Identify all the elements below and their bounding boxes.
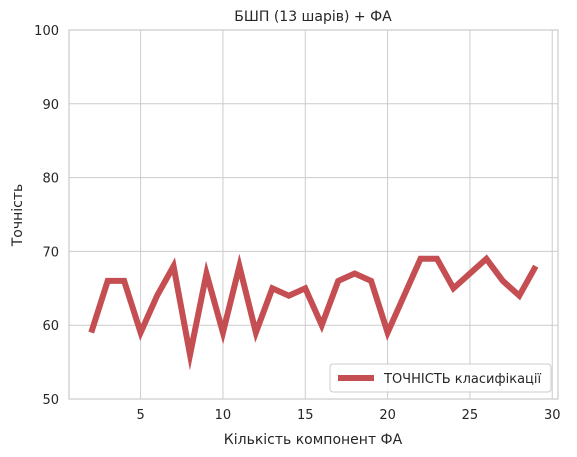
series-line <box>88 253 539 371</box>
x-tick-labels: 5 10 15 20 25 30 <box>136 408 560 423</box>
data-series <box>88 253 539 371</box>
chart-title: БШП (13 шарів) + ФА <box>234 9 392 25</box>
x-tick-label: 15 <box>297 408 314 423</box>
y-tick-label: 90 <box>42 98 59 113</box>
y-tick-labels: 50 60 70 80 90 100 <box>34 24 59 408</box>
x-tick-label: 30 <box>544 408 561 423</box>
legend: ТОЧНІСТЬ класифікації <box>329 363 552 393</box>
legend-box <box>329 363 552 393</box>
y-tick-label: 50 <box>42 393 59 408</box>
y-tick-label: 100 <box>34 24 59 39</box>
x-tick-label: 5 <box>136 408 144 423</box>
legend-label: ТОЧНІСТЬ класифікації <box>383 372 541 387</box>
y-tick-label: 60 <box>42 319 59 334</box>
plot-frame <box>68 29 559 400</box>
x-tick-label: 20 <box>379 408 396 423</box>
y-tick-label: 70 <box>42 245 59 260</box>
y-tick-label: 80 <box>42 172 59 187</box>
y-axis-label: Точність <box>10 184 26 248</box>
x-tick-label: 25 <box>462 408 479 423</box>
x-tick-label: 10 <box>215 408 232 423</box>
x-axis-label: Кількість компонент ФА <box>224 432 403 448</box>
grid-lines <box>69 29 558 400</box>
